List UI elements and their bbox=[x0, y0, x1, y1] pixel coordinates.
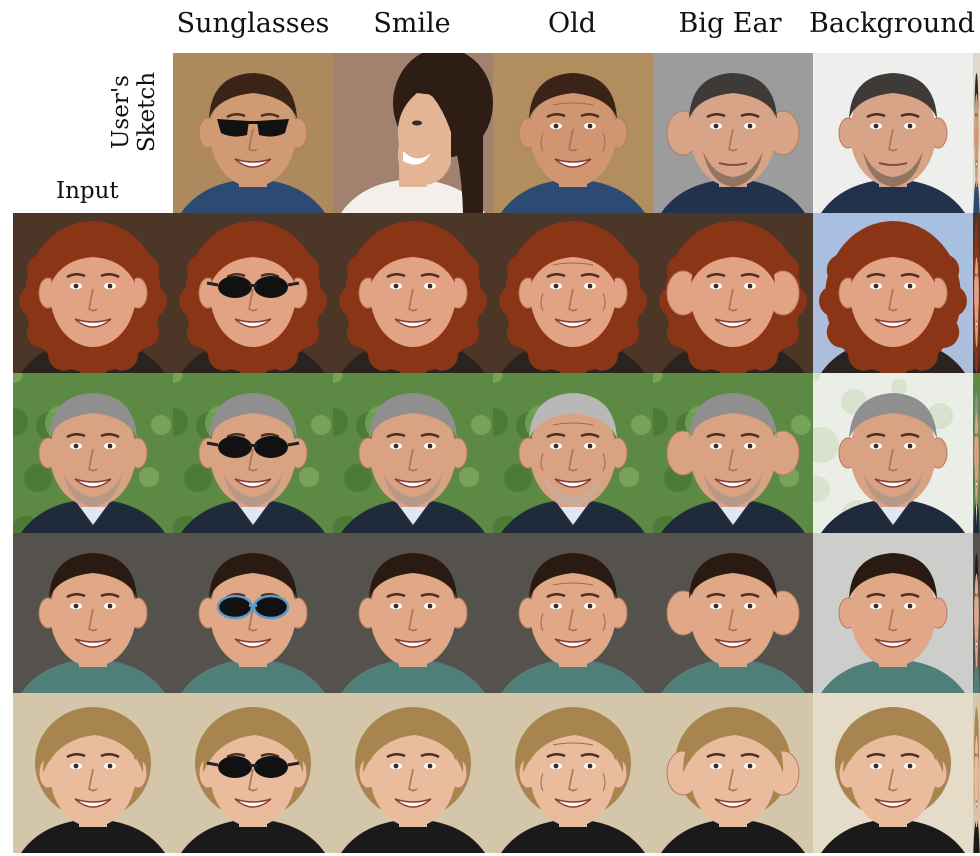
face-image-woman-red-hair-cut bbox=[973, 213, 980, 373]
face-image-woman-red-hair-old bbox=[493, 213, 653, 373]
face-image-young-man-big-ear bbox=[653, 533, 813, 693]
face-image-sketch-big-ear bbox=[653, 53, 813, 213]
column-header-old: Old bbox=[547, 8, 597, 39]
face-image-grey-hair-man-big-ear bbox=[653, 373, 813, 533]
face-image-woman-red-hair-smile bbox=[333, 213, 493, 373]
face-image-sketch-sunglasses bbox=[173, 53, 333, 213]
face-image-woman-red-hair-input bbox=[13, 213, 173, 373]
column-header-sunglasses: Sunglasses bbox=[176, 8, 330, 39]
face-image-young-man-cut bbox=[973, 533, 980, 693]
face-image-grey-hair-man-smile bbox=[333, 373, 493, 533]
face-image-grey-hair-man-background bbox=[813, 373, 973, 533]
face-image-young-man-input bbox=[13, 533, 173, 693]
face-image-young-man-old bbox=[493, 533, 653, 693]
face-image-young-man-smile bbox=[333, 533, 493, 693]
face-image-grey-hair-man-sunglasses bbox=[173, 373, 333, 533]
face-image-sketch-old bbox=[493, 53, 653, 213]
column-header-background: Background bbox=[809, 8, 975, 39]
column-header-smile: Smile bbox=[373, 8, 451, 39]
face-image-blonde-woman-cut bbox=[973, 693, 980, 853]
face-image-blonde-woman-background bbox=[813, 693, 973, 853]
face-image-sketch-smile bbox=[333, 53, 493, 213]
face-image-blonde-woman-old bbox=[493, 693, 653, 853]
face-image-grey-hair-man-input bbox=[13, 373, 173, 533]
face-image-sketch-background bbox=[813, 53, 973, 213]
face-image-blonde-woman-sunglasses bbox=[173, 693, 333, 853]
face-image-blonde-woman-input bbox=[13, 693, 173, 853]
face-image-blonde-woman-big-ear bbox=[653, 693, 813, 853]
column-header-big-ear: Big Ear bbox=[678, 8, 782, 39]
face-image-woman-red-hair-sunglasses bbox=[173, 213, 333, 373]
face-image-young-man-background bbox=[813, 533, 973, 693]
row-label-input: Input bbox=[56, 178, 119, 204]
face-image-grey-hair-man-cut bbox=[973, 373, 980, 533]
face-image-blonde-woman-smile bbox=[333, 693, 493, 853]
face-image-woman-red-hair-background bbox=[813, 213, 973, 373]
face-image-young-man-sunglasses bbox=[173, 533, 333, 693]
face-image-woman-red-hair-big-ear bbox=[653, 213, 813, 373]
face-image-grey-hair-man-old bbox=[493, 373, 653, 533]
face-image-sketch-cut bbox=[973, 53, 980, 213]
